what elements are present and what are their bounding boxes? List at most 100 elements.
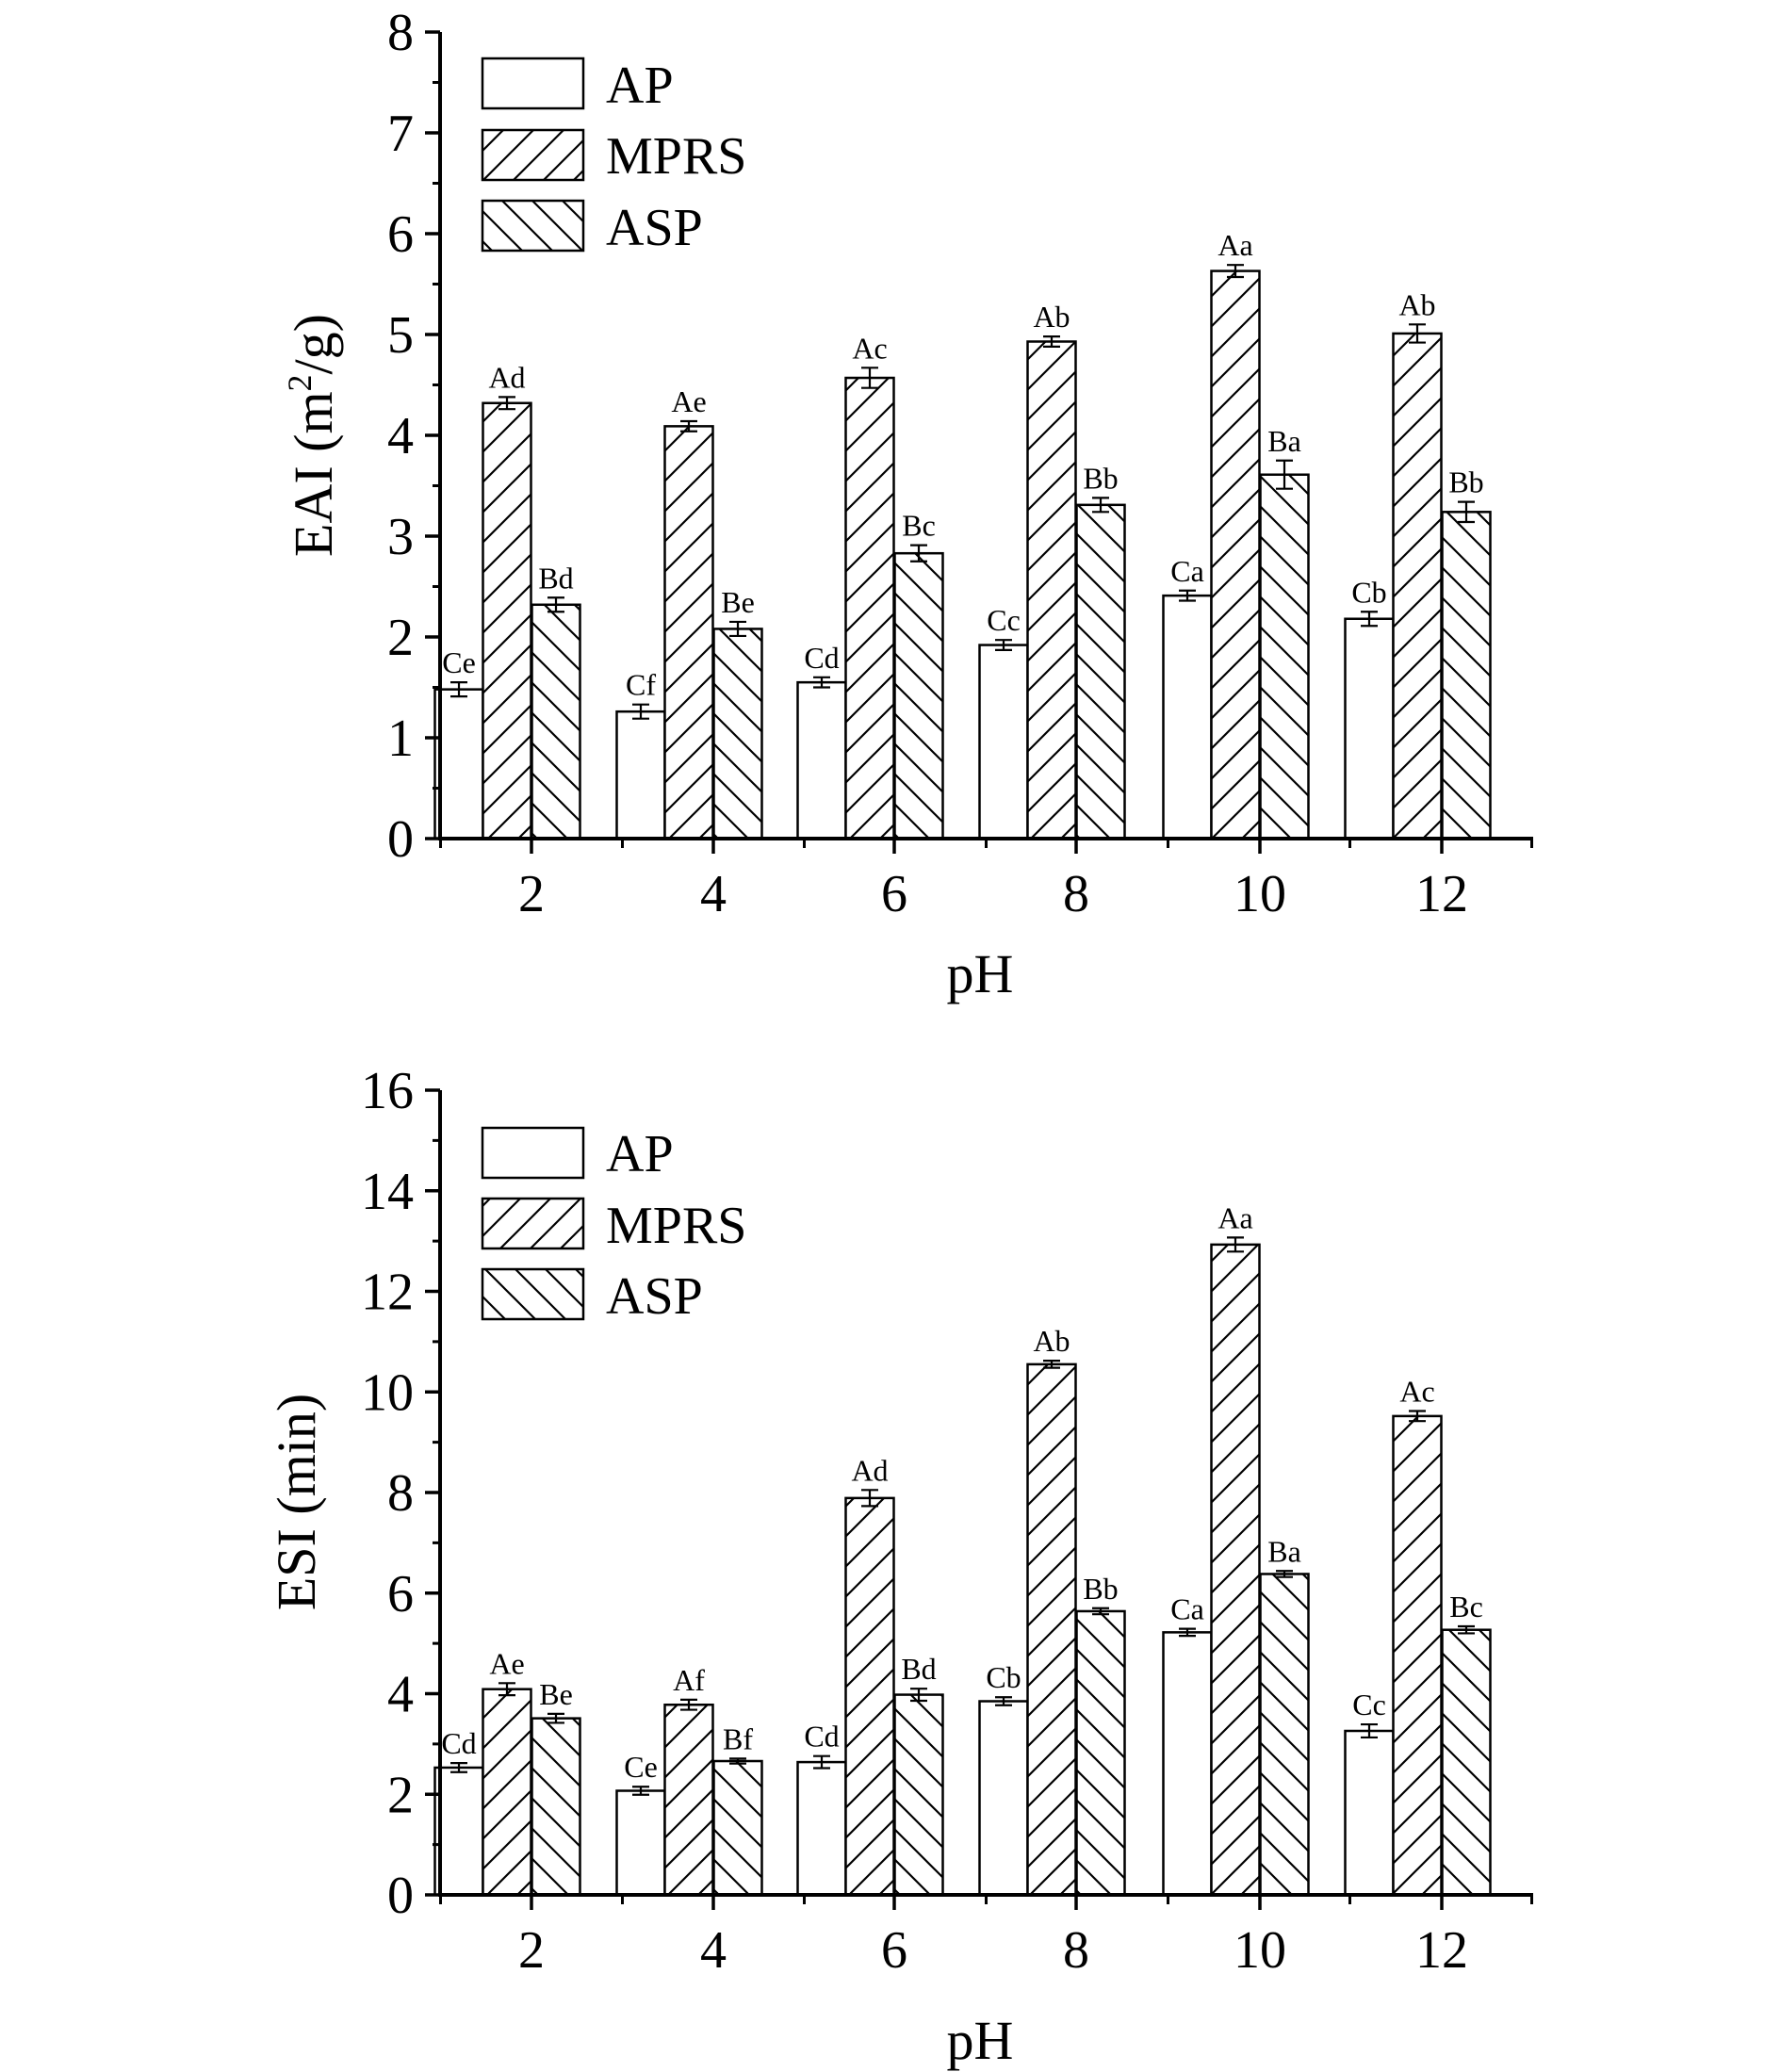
x-tick-label: 4 — [700, 865, 727, 923]
legend-label-mprs: MPRS — [606, 1197, 746, 1255]
y-tick-label: 8 — [387, 4, 414, 62]
bar-mprs-ph10 — [1210, 1243, 1261, 1897]
error-bar — [1043, 335, 1060, 348]
eai-y-axis-title: EAI (m2/g) — [281, 314, 344, 557]
error-bar — [1361, 611, 1378, 628]
legend-swatch-ap — [481, 1126, 585, 1180]
significance-label: Cc — [987, 603, 1021, 637]
significance-label: Be — [721, 585, 755, 619]
significance-label: Bd — [538, 561, 573, 595]
y-tick-label: 6 — [387, 205, 414, 264]
bar-ap-ph4 — [615, 1789, 666, 1897]
significance-label: Cb — [986, 1660, 1021, 1694]
significance-label: Bd — [901, 1652, 936, 1686]
error-bar — [995, 1696, 1012, 1706]
y-tick-label: 5 — [387, 306, 414, 365]
significance-label: Cb — [1351, 575, 1386, 609]
bar-ap-ph2 — [433, 1766, 484, 1897]
bar-asp-ph6 — [893, 551, 944, 840]
x-tick-label: 10 — [1234, 865, 1286, 923]
error-bar — [861, 1489, 878, 1508]
bar-mprs-ph12 — [1392, 1414, 1443, 1897]
error-bar — [910, 544, 927, 563]
error-bar — [450, 1762, 467, 1773]
y-tick-label: 2 — [387, 609, 414, 667]
significance-label: Ba — [1267, 424, 1301, 458]
significance-label: Bc — [1449, 1590, 1483, 1623]
legend-label-ap: AP — [606, 57, 674, 115]
significance-label: Bf — [723, 1721, 753, 1755]
bar-asp-ph2 — [531, 603, 581, 840]
bar-ap-ph4 — [615, 710, 666, 840]
bar-mprs-ph4 — [663, 1703, 714, 1897]
legend-swatch-asp — [481, 199, 585, 253]
legend-label-mprs: MPRS — [606, 127, 746, 186]
error-bar — [1227, 264, 1244, 279]
x-tick-label: 4 — [700, 1921, 727, 1980]
legend-swatch-mprs — [481, 128, 585, 182]
legend-swatch-mprs — [481, 1197, 585, 1250]
legend-swatch-asp — [481, 1267, 585, 1321]
error-bar — [1276, 1570, 1293, 1578]
esi-legend: AP MPRS ASP — [481, 1125, 746, 1326]
error-bar — [680, 1698, 697, 1711]
significance-label: Ca — [1170, 1592, 1204, 1626]
y-tick-label: 8 — [387, 1464, 414, 1523]
error-bar — [680, 419, 697, 432]
error-bar — [995, 639, 1012, 652]
y-tick-label: 0 — [387, 1867, 414, 1925]
significance-label: Ba — [1267, 1534, 1301, 1568]
x-tick-label: 10 — [1234, 1921, 1286, 1980]
significance-label: Af — [673, 1663, 705, 1697]
error-bar — [729, 620, 746, 638]
error-bar — [1361, 1722, 1378, 1739]
x-tick-label: 8 — [1063, 1921, 1089, 1980]
significance-label: Ae — [489, 1646, 524, 1680]
bar-asp-ph4 — [712, 1759, 763, 1897]
significance-label: Ab — [1033, 1324, 1070, 1358]
error-bar — [729, 1757, 746, 1765]
significance-label: Ab — [1398, 287, 1435, 321]
bar-mprs-ph6 — [844, 376, 895, 840]
x-tick-label: 6 — [881, 865, 907, 923]
y-tick-label: 6 — [387, 1565, 414, 1623]
bar-mprs-ph4 — [663, 425, 714, 840]
y-tick-label: 3 — [387, 508, 414, 566]
bar-mprs-ph2 — [482, 401, 532, 840]
significance-label: Aa — [1217, 228, 1252, 262]
x-tick-label: 12 — [1415, 1921, 1468, 1980]
eai-x-axis-title: pH — [947, 943, 1014, 1004]
bar-asp-ph10 — [1259, 473, 1310, 840]
legend-label-ap: AP — [606, 1125, 674, 1183]
significance-label: Ad — [851, 1453, 888, 1487]
significance-label: Ab — [1033, 300, 1070, 334]
error-bar — [813, 676, 830, 689]
y-tick-label: 10 — [361, 1363, 414, 1422]
esi-x-axis-title: pH — [947, 2010, 1014, 2071]
y-tick-label: 12 — [361, 1264, 414, 1322]
bar-asp-ph6 — [893, 1693, 944, 1897]
error-bar — [632, 703, 649, 720]
y-tick-label: 14 — [361, 1163, 414, 1221]
y-tick-label: 2 — [387, 1766, 414, 1824]
error-bar — [1409, 1410, 1426, 1423]
x-tick-label: 2 — [518, 865, 545, 923]
bar-asp-ph8 — [1075, 503, 1126, 840]
error-bar — [1276, 459, 1293, 490]
significance-label: Bb — [1448, 465, 1483, 499]
significance-label: Ac — [1399, 1375, 1434, 1409]
significance-label: Bc — [902, 509, 936, 543]
significance-label: Ce — [624, 1750, 658, 1784]
bar-asp-ph2 — [531, 1717, 581, 1897]
significance-label: Cf — [626, 668, 656, 702]
bar-mprs-ph2 — [482, 1688, 532, 1897]
x-tick-label: 6 — [881, 1921, 907, 1980]
error-bar — [632, 1786, 649, 1796]
x-tick-label: 12 — [1415, 865, 1468, 923]
significance-label: Cd — [804, 1720, 839, 1754]
error-bar — [910, 1688, 927, 1703]
bar-ap-ph8 — [978, 1700, 1029, 1897]
bar-ap-ph12 — [1344, 617, 1395, 840]
